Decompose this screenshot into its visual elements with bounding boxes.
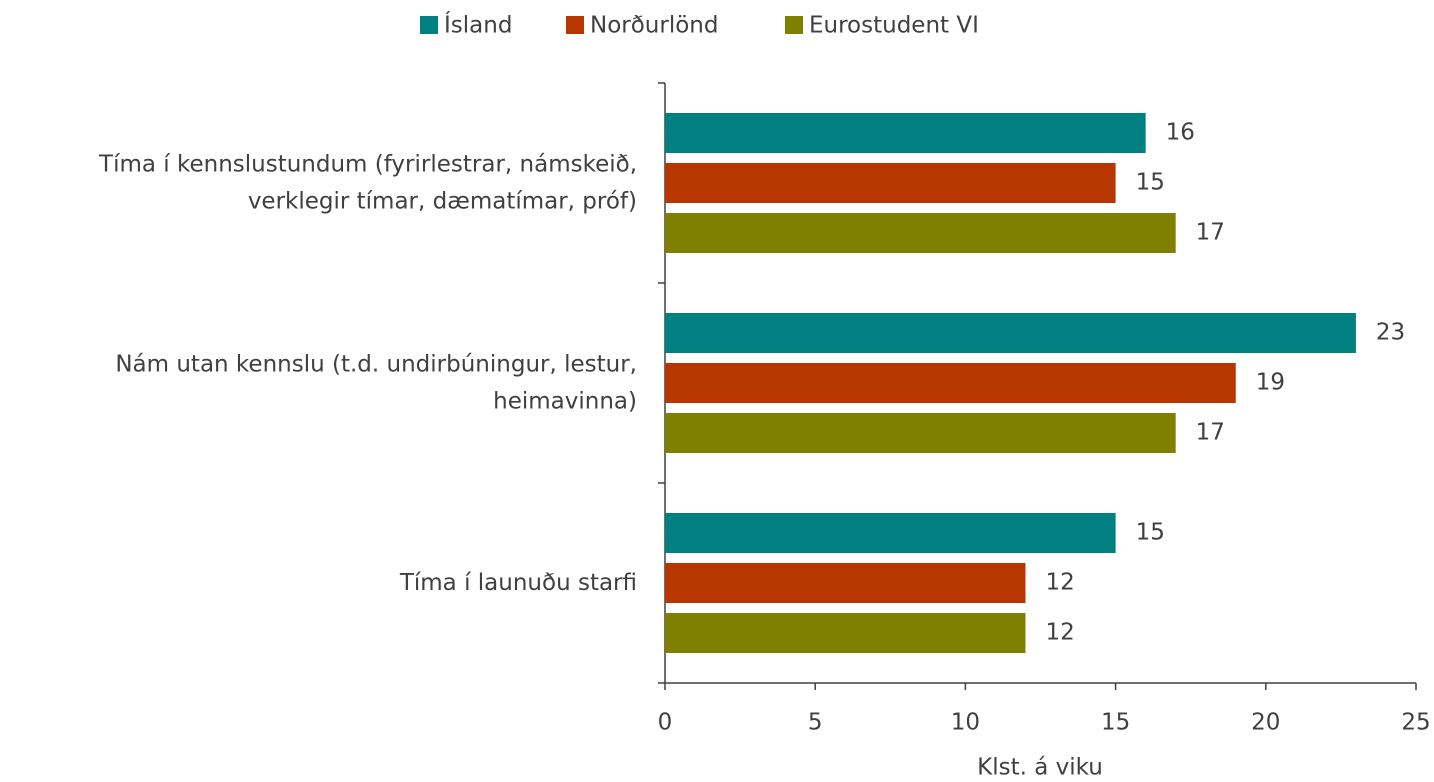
data-label: 19 bbox=[1256, 370, 1285, 396]
x-tick-label: 20 bbox=[1251, 710, 1280, 736]
data-label: 23 bbox=[1376, 320, 1405, 346]
bar bbox=[665, 113, 1146, 153]
y-tick-label: Nám utan kennslu (t.d. undirbúningur, le… bbox=[115, 351, 637, 414]
legend-label: Eurostudent VI bbox=[809, 13, 979, 39]
data-label: 15 bbox=[1136, 170, 1165, 196]
x-tick-label: 0 bbox=[658, 710, 673, 736]
bar bbox=[665, 513, 1116, 553]
data-label: 12 bbox=[1045, 570, 1074, 596]
x-tick-label: 15 bbox=[1101, 710, 1130, 736]
legend-swatch bbox=[785, 16, 803, 34]
x-tick-label: 10 bbox=[951, 710, 980, 736]
bar bbox=[665, 613, 1026, 653]
legend-swatch bbox=[420, 16, 438, 34]
y-tick-label: Tíma í kennslustundum (fyrirlestrar, nám… bbox=[98, 151, 637, 214]
bar bbox=[665, 313, 1356, 353]
legend-label: Norðurlönd bbox=[590, 13, 718, 39]
data-label: 17 bbox=[1196, 420, 1225, 446]
x-axis-label: Klst. á viku bbox=[977, 755, 1103, 781]
bar bbox=[665, 413, 1176, 453]
x-tick-label: 25 bbox=[1401, 710, 1430, 736]
bar bbox=[665, 563, 1026, 603]
legend-label: Ísland bbox=[444, 11, 512, 39]
bar bbox=[665, 363, 1236, 403]
bar bbox=[665, 163, 1116, 203]
data-label: 12 bbox=[1045, 620, 1074, 646]
data-label: 15 bbox=[1136, 520, 1165, 546]
x-tick-label: 5 bbox=[808, 710, 823, 736]
legend-swatch bbox=[566, 16, 584, 34]
bar bbox=[665, 213, 1176, 253]
data-label: 16 bbox=[1166, 120, 1195, 146]
y-tick-label: Tíma í launuðu starfi bbox=[399, 570, 637, 596]
data-label: 17 bbox=[1196, 220, 1225, 246]
